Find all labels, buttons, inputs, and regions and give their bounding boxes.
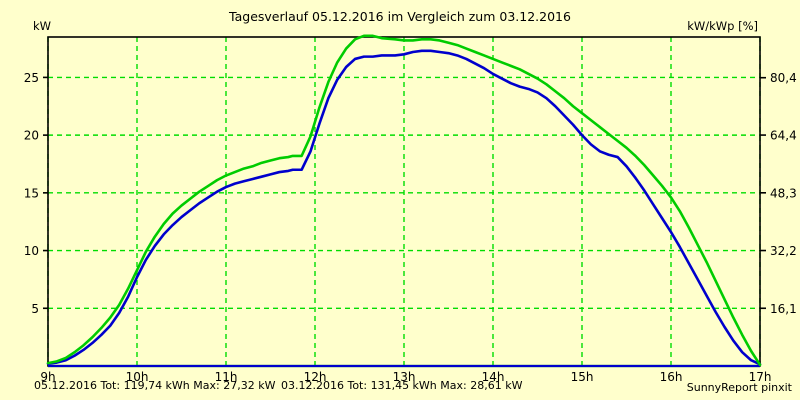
x-tick-label: 13h [393,370,416,384]
x-tick-label: 17h [749,370,772,384]
y-tick-label: 25 [24,71,39,85]
y-tick-label: 10 [24,244,39,258]
x-tick-label: 9h [40,370,55,384]
y-tick-label: 15 [24,186,39,200]
x-tick-label: 12h [304,370,327,384]
series-line [46,49,762,366]
y-axis-label: kW [33,19,51,33]
legend-series-03-12-2016: 03.12.2016 Tot: 131,45 kWh Max: 28,61 kW [281,379,523,392]
series-line [46,34,762,367]
y2-tick-label: 64,4 [770,129,797,143]
y-tick-label: 20 [24,129,39,143]
x-tick-label: 14h [482,370,505,384]
axis-ticks: 9h 10h 11h 12h 13h 14h 15h 16h 17h 5 10 15 20 25 16,1 3… [24,71,797,384]
x-tick-label: 10h [126,370,149,384]
grid-lines [47,37,761,366]
chart-title: Tagesverlauf 05.12.2016 im Vergleich zum… [228,9,571,24]
series-lines [46,34,762,368]
legend-series-05-12-2016: 05.12.2016 Tot: 119,74 kWh Max: 27,32 kW [34,379,276,392]
y-tick-label: 5 [31,302,39,316]
y2-tick-label: 32,2 [770,244,797,258]
x-tick-label: 15h [571,370,594,384]
y2-tick-label: 80,4 [770,71,797,85]
x-tick-label: 16h [660,370,683,384]
y2-tick-label: 16,1 [770,302,797,316]
secondary-y-axis-label: kW/kWp [%] [687,19,758,33]
y2-tick-label: 48,3 [770,186,797,200]
footer-credit: SunnyReport pinxit [687,381,793,394]
x-tick-label: 11h [215,370,238,384]
